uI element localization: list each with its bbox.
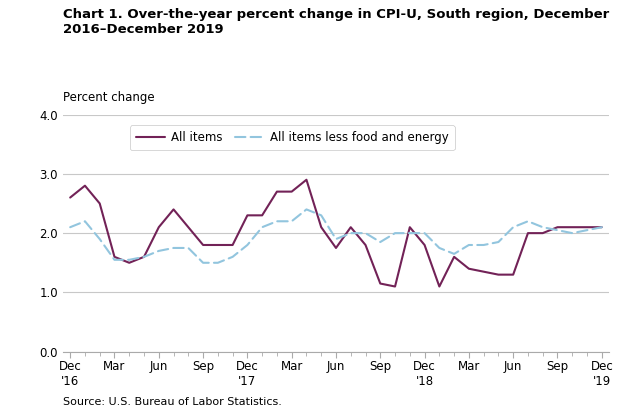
All items less food and energy — [111, 257, 118, 262]
All items — [332, 245, 340, 250]
All items less food and energy — [391, 231, 399, 236]
All items — [244, 213, 251, 218]
All items less food and energy — [96, 236, 104, 241]
All items less food and energy — [436, 245, 443, 250]
All items less food and energy — [450, 252, 458, 256]
All items — [480, 269, 487, 274]
All items — [317, 225, 325, 230]
All items less food and energy — [509, 225, 517, 230]
All items — [155, 225, 163, 230]
All items less food and energy — [185, 245, 192, 250]
All items — [554, 225, 561, 230]
All items less food and energy — [258, 225, 266, 230]
All items less food and energy — [406, 231, 414, 236]
All items less food and energy — [155, 249, 163, 254]
All items — [214, 243, 222, 247]
All items — [126, 261, 133, 265]
All items — [509, 272, 517, 277]
All items — [539, 231, 546, 236]
All items less food and energy — [244, 243, 251, 247]
All items less food and energy — [199, 261, 207, 265]
All items — [598, 225, 605, 230]
All items — [140, 254, 148, 259]
All items less food and energy — [524, 219, 532, 224]
All items less food and energy — [140, 254, 148, 259]
All items less food and energy — [170, 245, 177, 250]
All items — [362, 243, 369, 247]
All items less food and energy — [465, 243, 473, 247]
All items — [450, 254, 458, 259]
All items — [288, 189, 295, 194]
All items — [568, 225, 576, 230]
All items less food and energy — [317, 213, 325, 218]
All items — [436, 284, 443, 289]
All items — [347, 225, 355, 230]
Text: Percent change: Percent change — [63, 91, 154, 104]
All items — [303, 178, 310, 182]
Line: All items less food and energy: All items less food and energy — [70, 209, 602, 263]
All items — [273, 189, 281, 194]
All items less food and energy — [288, 219, 295, 224]
All items less food and energy — [377, 240, 384, 245]
All items — [377, 281, 384, 286]
All items — [495, 272, 502, 277]
All items less food and energy — [568, 231, 576, 236]
All items less food and energy — [81, 219, 89, 224]
All items less food and energy — [480, 243, 487, 247]
All items — [111, 254, 118, 259]
Text: Chart 1. Over-the-year percent change in CPI-U, South region, December
2016–Dece: Chart 1. Over-the-year percent change in… — [63, 8, 609, 36]
Text: Source: U.S. Bureau of Labor Statistics.: Source: U.S. Bureau of Labor Statistics. — [63, 397, 282, 407]
All items — [229, 243, 236, 247]
All items less food and energy — [214, 261, 222, 265]
All items — [185, 225, 192, 230]
All items — [258, 213, 266, 218]
All items less food and energy — [229, 254, 236, 259]
All items — [81, 183, 89, 188]
All items — [67, 195, 74, 200]
All items less food and energy — [598, 225, 605, 230]
All items — [96, 201, 104, 206]
All items — [465, 266, 473, 271]
All items less food and energy — [126, 257, 133, 262]
All items less food and energy — [554, 228, 561, 233]
All items less food and energy — [583, 228, 591, 233]
Legend: All items, All items less food and energy: All items, All items less food and energ… — [130, 125, 455, 150]
All items less food and energy — [362, 231, 369, 236]
All items less food and energy — [332, 236, 340, 241]
All items — [391, 284, 399, 289]
Line: All items: All items — [70, 180, 602, 286]
All items — [583, 225, 591, 230]
All items less food and energy — [421, 231, 428, 236]
All items less food and energy — [495, 240, 502, 245]
All items — [524, 231, 532, 236]
All items less food and energy — [303, 207, 310, 212]
All items less food and energy — [67, 225, 74, 230]
All items — [421, 243, 428, 247]
All items less food and energy — [539, 225, 546, 230]
All items less food and energy — [347, 231, 355, 236]
All items — [170, 207, 177, 212]
All items — [199, 243, 207, 247]
All items less food and energy — [273, 219, 281, 224]
All items — [406, 225, 414, 230]
